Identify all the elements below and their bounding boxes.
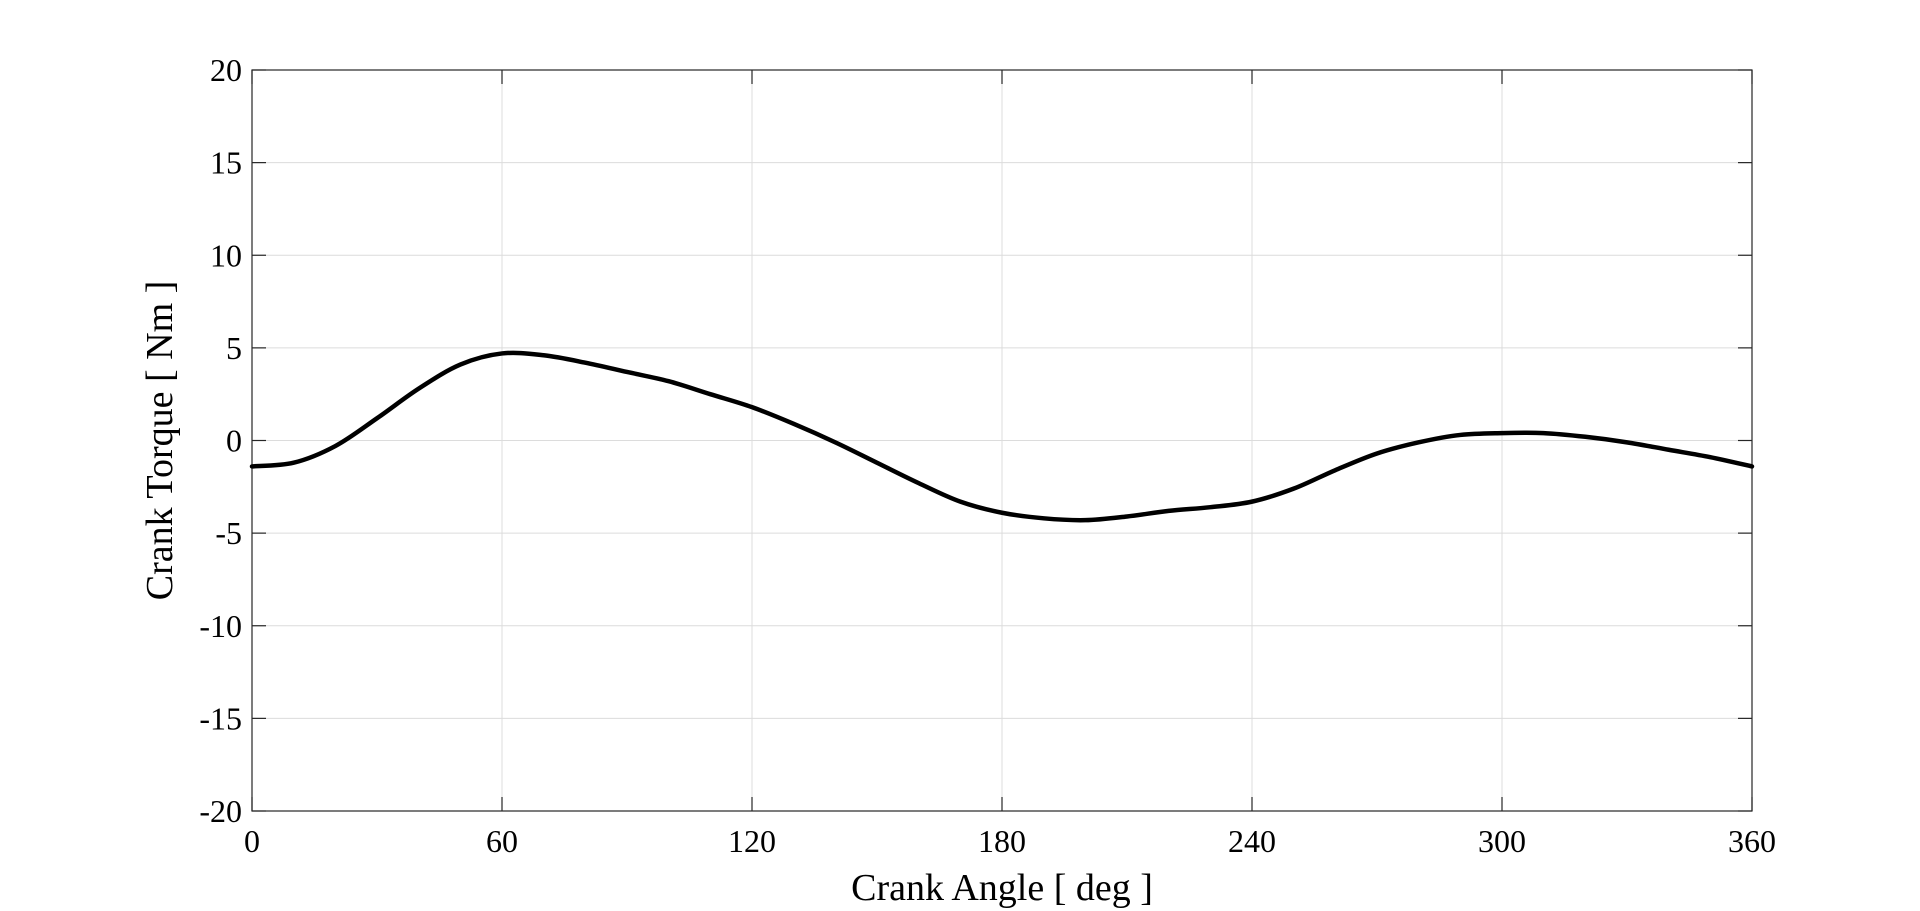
tick-marks [251,69,1753,812]
x-tick-label: 240 [1228,823,1276,859]
y-tick-label: 10 [210,237,242,273]
y-tick-label: -5 [215,515,242,551]
y-tick-label: 5 [226,330,242,366]
torque-series-line [249,350,1755,523]
y-tick-label: 20 [210,52,242,88]
x-tick-labels: 0 60 120 180 240 300 360 [244,823,1776,859]
series-group [249,350,1755,523]
y-tick-label: -10 [199,608,242,644]
x-tick-label: 120 [728,823,776,859]
x-tick-label: 300 [1478,823,1526,859]
x-tick-label: 360 [1728,823,1776,859]
x-axis-label: Crank Angle [ deg ] [851,867,1153,909]
y-axis-label: Crank Torque [ Nm ] [139,281,181,601]
y-tick-label: 15 [210,145,242,181]
y-tick-label: 0 [226,423,242,459]
grid [252,70,1752,811]
x-tick-label: 60 [486,823,518,859]
x-tick-label: 180 [978,823,1026,859]
y-tick-label: -20 [199,793,242,829]
y-tick-label: -15 [199,700,242,736]
x-tick-label: 0 [244,823,260,859]
y-tick-labels: 20 15 10 5 0 -5 -10 -15 -20 [199,52,242,829]
